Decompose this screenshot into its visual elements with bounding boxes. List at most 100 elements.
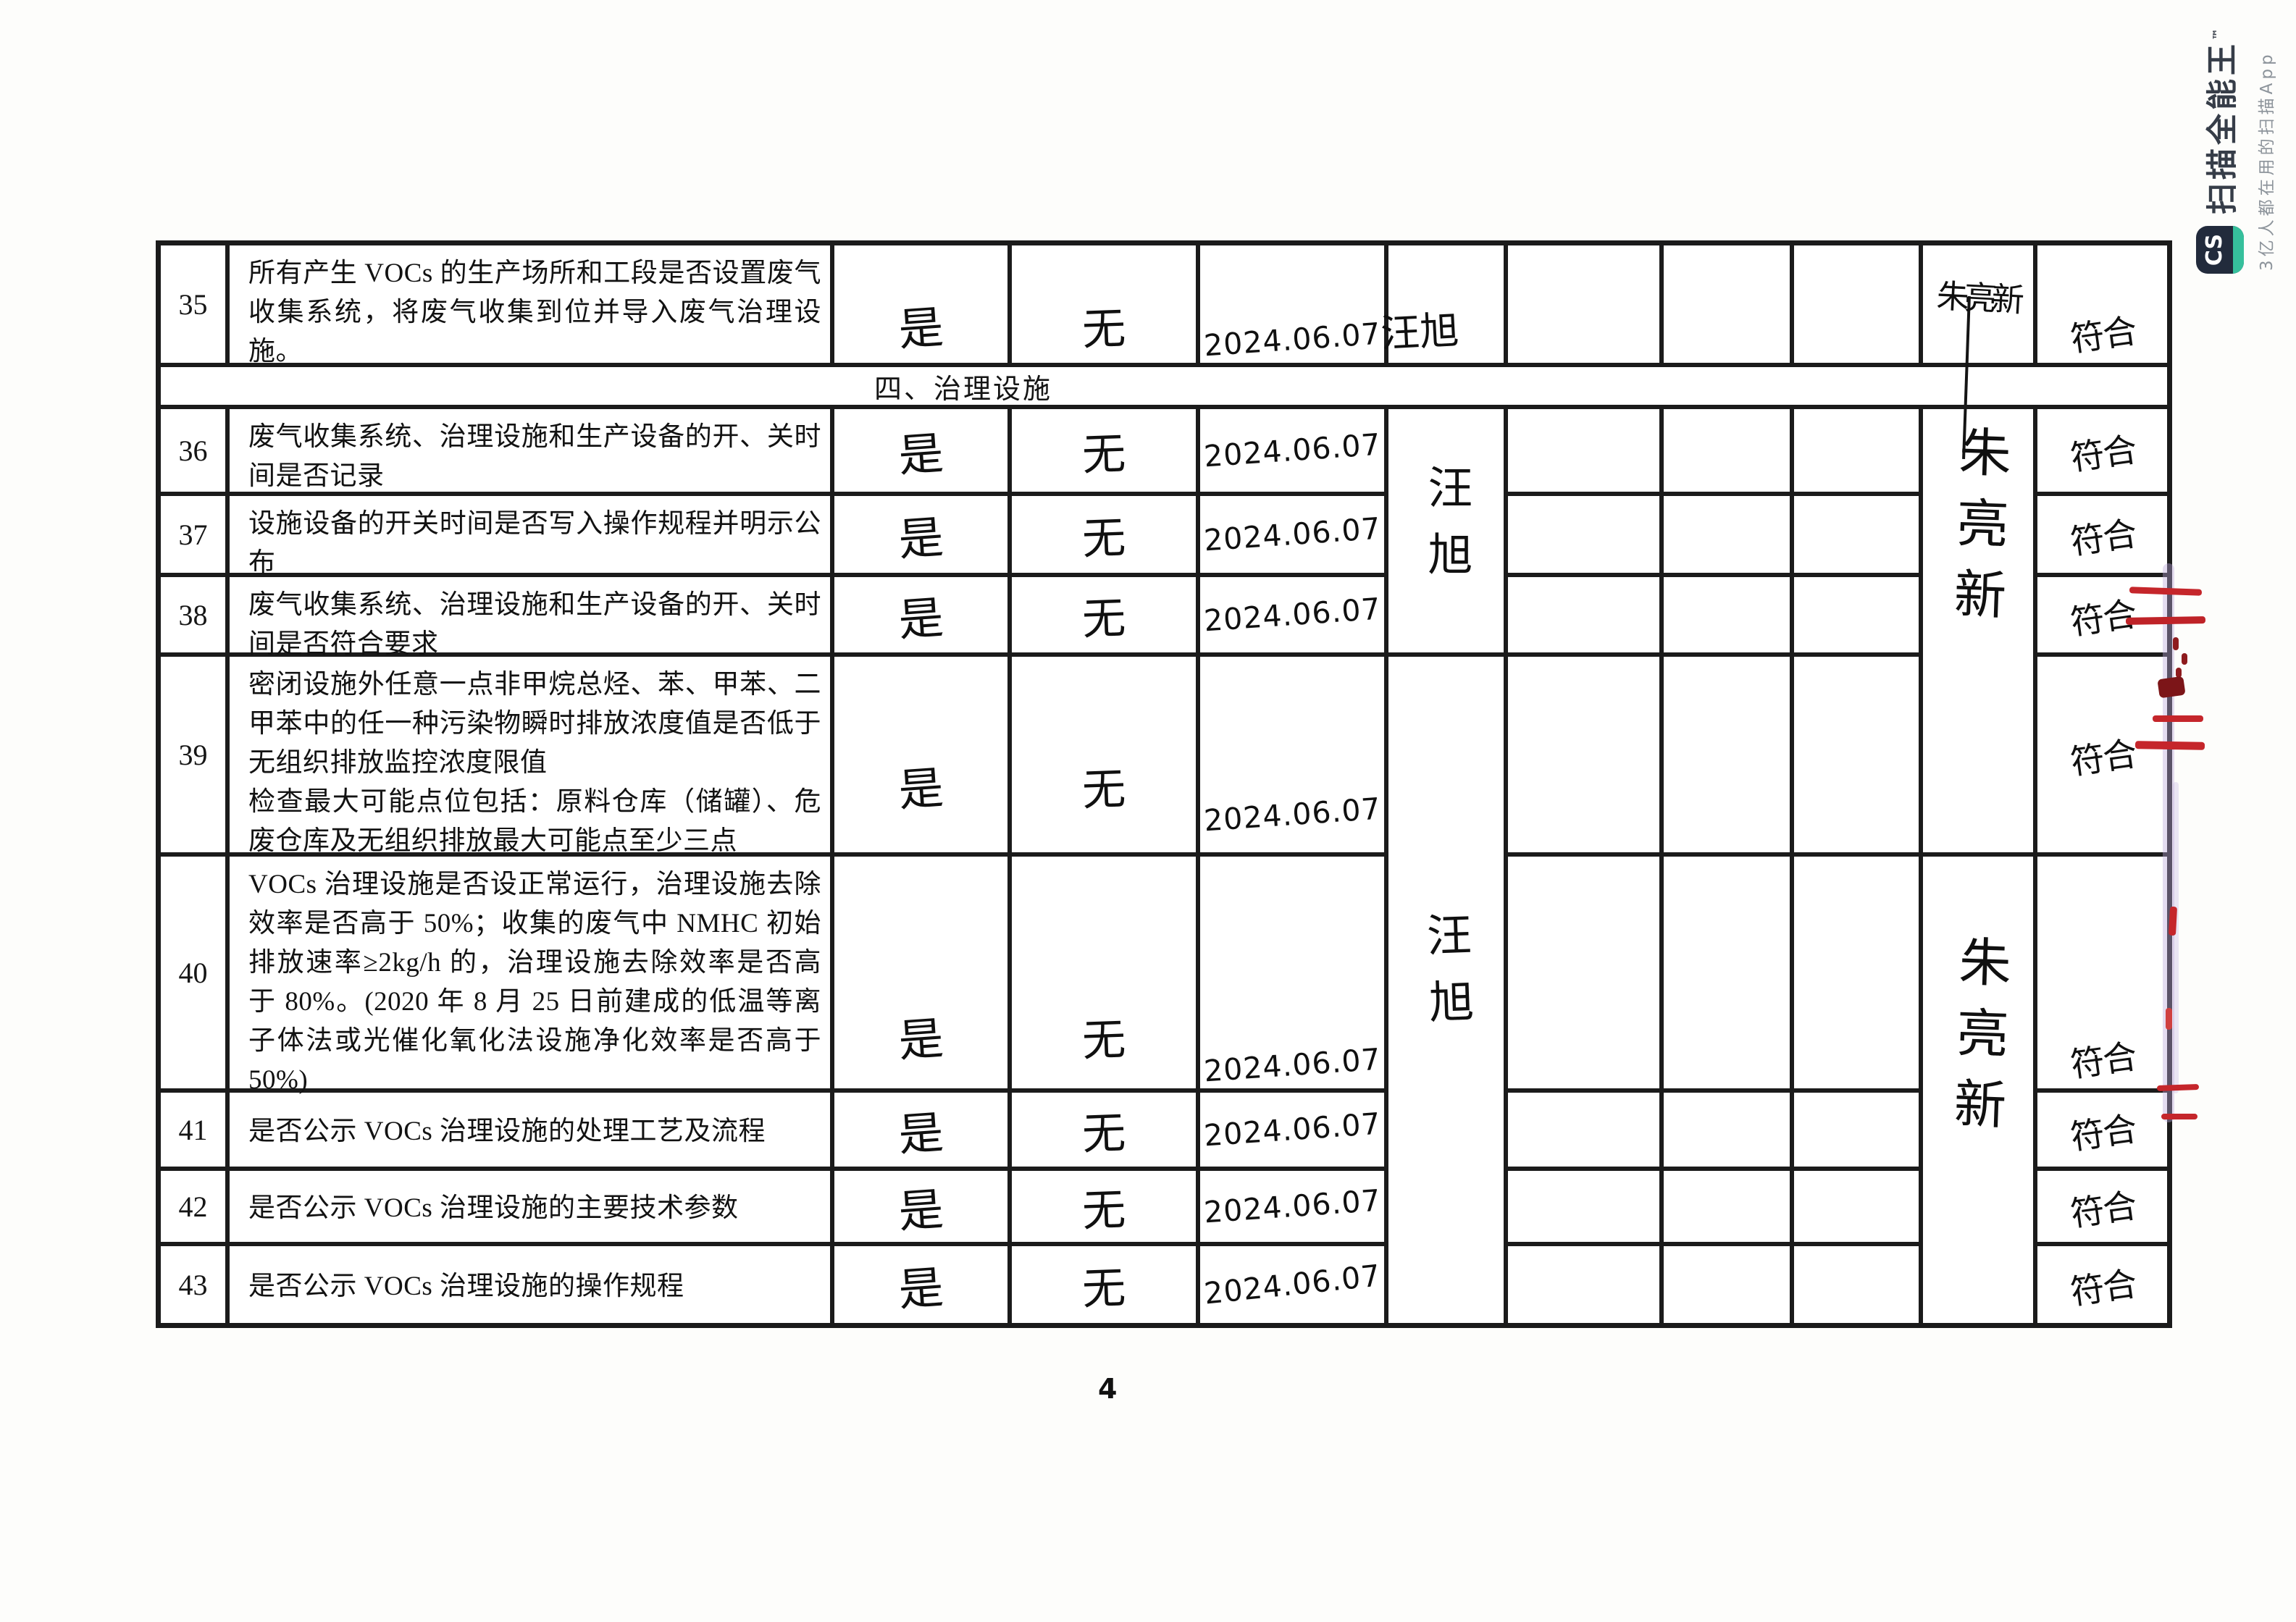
item-text: 废气收集系统、治理设施和生产设备的开、关时间是否符合要求 [248,590,821,659]
row-number-cell: 43 [161,1246,230,1323]
row-number: 35 [178,287,208,321]
date-cell: 2024.06.07 [1200,409,1388,496]
result-mark: 符合 [2067,1109,2138,1158]
inspector-cell-merged: 汪旭 [1388,657,1508,1323]
none-cell: 无 [1012,857,1200,1093]
result-cell: 符合 [2037,857,2167,1093]
empty-cell [1664,1093,1794,1171]
yes-cell: 是 [834,1246,1012,1323]
date-mark: 2024.06.07 [1202,316,1382,364]
edge-highlight-streak [2163,563,2174,1122]
yes-mark: 是 [897,1182,946,1239]
date-cell: 2024.06.07 [1200,496,1388,577]
result-mark: 符合 [2067,1185,2138,1235]
none-cell: 无 [1012,409,1200,496]
date-cell: 2024.06.07 [1200,577,1388,657]
none-cell: 无 [1012,496,1200,577]
row-number: 42 [178,1190,208,1223]
row-number: 43 [178,1268,208,1301]
row-number-cell: 39 [161,657,230,857]
none-mark: 无 [1081,592,1127,645]
item-text-cell: 是否公示 VOCs 治理设施的主要技术参数 [230,1171,834,1246]
yes-cell: 是 [834,657,1012,857]
empty-cell [1508,577,1664,657]
reviewer-cell-merged: 朱亮新 [1923,409,2037,857]
empty-cell [1664,409,1794,496]
trademark-symbol: ™ [2211,28,2226,41]
date-cell: 2024.06.07 [1200,657,1388,857]
none-cell: 无 [1012,657,1200,857]
inspector-cell: 汪旭 [1379,245,1508,367]
empty-cell [1508,1171,1664,1246]
item-text-cell: 所有产生 VOCs 的生产场所和工段是否设置废气收集系统，将废气收集到位并导入废… [230,245,834,367]
none-cell: 无 [1012,245,1200,367]
empty-cell [1508,409,1664,496]
none-mark: 无 [1081,1014,1127,1067]
row-number: 41 [178,1113,208,1146]
inspection-table: 35 所有产生 VOCs 的生产场所和工段是否设置废气收集系统，将废气收集到位并… [156,240,2172,1328]
empty-cell [1508,857,1664,1093]
red-ink-dash [2156,1083,2200,1092]
none-cell: 无 [1012,577,1200,657]
yes-cell: 是 [834,409,1012,496]
result-cell: 符合 [2037,1246,2167,1323]
red-ink-tick [2176,668,2182,678]
row-number: 40 [178,956,208,989]
item-text-cell: 废气收集系统、治理设施和生产设备的开、关时间是否记录 [230,409,834,496]
empty-cell [1664,496,1794,577]
row-number-cell: 37 [161,496,230,577]
date-cell: 2024.06.07 [1200,857,1388,1093]
result-mark: 符合 [2067,1036,2138,1085]
reviewer-signature: 朱亮新 [1943,424,2012,639]
item-text: 设施设备的开关时间是否写入操作规程并明示公布 [248,509,821,578]
empty-cell [1794,1246,1923,1323]
none-mark: 无 [1081,1107,1127,1160]
row-number-cell: 38 [161,577,230,657]
result-mark: 符合 [2067,311,2138,360]
reviewer-cell: 朱亮新 [1923,245,2037,460]
yes-cell: 是 [834,857,1012,1093]
none-cell: 无 [1012,1093,1200,1171]
inspector-signature: 汪旭 [1420,464,1473,597]
page-number: 4 [1098,1373,1118,1405]
none-mark: 无 [1081,1262,1127,1315]
result-cell: 符合 [2037,245,2167,367]
none-mark: 无 [1081,428,1127,481]
row-number: 37 [178,518,208,551]
none-mark: 无 [1081,303,1127,356]
date-mark: 2024.06.07 [1202,1182,1382,1230]
watermark-subtitle: 3亿人都在用的扫描App [2258,51,2276,271]
result-cell: 符合 [2037,577,2167,657]
none-cell: 无 [1012,1246,1200,1323]
camscanner-watermark: CS 扫描全能王™ 3亿人都在用的扫描App [2196,28,2287,274]
date-mark: 2024.06.07 [1202,510,1382,558]
row-number-cell: 35 [161,245,230,367]
empty-cell [1508,496,1664,577]
date-cell: 2024.06.07 [1200,245,1388,367]
item-text: 密闭设施外任意一点非甲烷总烃、苯、甲苯、二甲苯中的任一种污染物瞬时排放浓度值是否… [248,670,821,856]
date-cell: 2024.06.07 [1200,1093,1388,1171]
yes-mark: 是 [897,510,946,567]
result-mark: 符合 [2067,594,2138,643]
row-number-cell: 36 [161,409,230,496]
date-mark: 2024.06.07 [1202,791,1382,839]
inspector-cell-merged: 汪旭 [1388,409,1508,657]
empty-cell [1508,245,1664,367]
result-mark: 符合 [2067,1264,2138,1313]
empty-cell [1794,1093,1923,1171]
empty-cell [1508,657,1664,857]
none-cell: 无 [1012,1171,1200,1246]
red-ink-tick [2173,637,2179,650]
empty-cell [1794,409,1923,496]
red-ink-tick [2168,906,2178,936]
yes-cell: 是 [834,1171,1012,1246]
none-mark: 无 [1081,1184,1127,1237]
empty-cell [1664,577,1794,657]
reviewer-cell-merged: 朱亮新 [1923,857,2037,1323]
item-text-cell: 是否公示 VOCs 治理设施的操作规程 [230,1246,834,1323]
section-header: 四、治理设施 [874,374,1053,405]
date-mark: 2024.06.07 [1202,591,1382,639]
yes-mark: 是 [897,1105,946,1162]
result-mark: 符合 [2067,429,2138,479]
empty-cell [1508,1093,1664,1171]
